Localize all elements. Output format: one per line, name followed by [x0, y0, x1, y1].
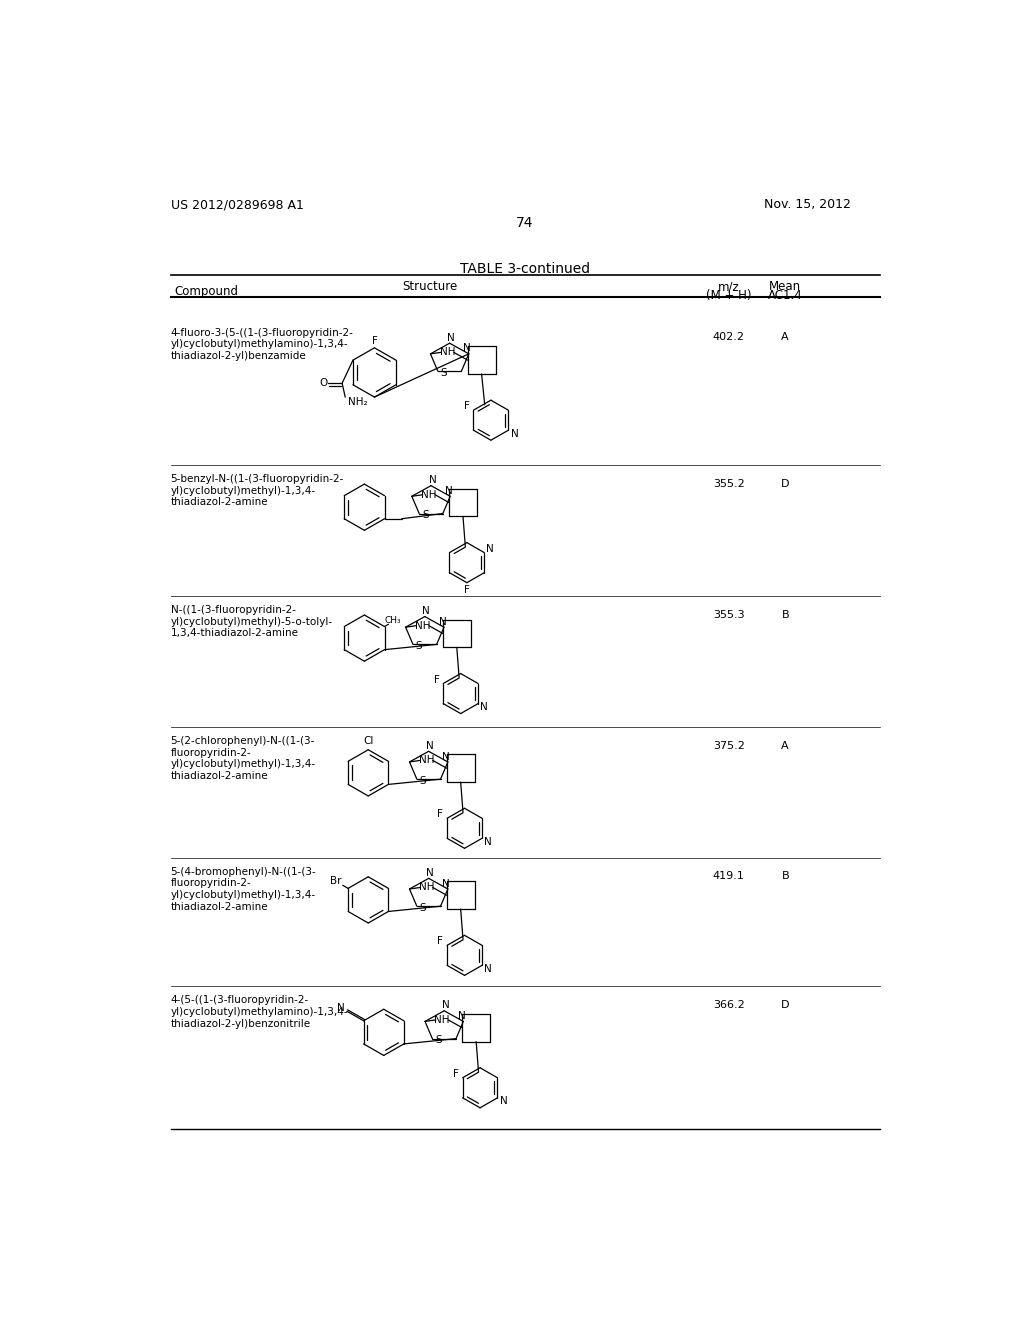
Text: NH₂: NH₂ — [348, 397, 368, 407]
Text: F: F — [437, 809, 443, 820]
Text: F: F — [464, 401, 470, 412]
Text: N: N — [438, 616, 446, 627]
Text: NH: NH — [415, 620, 430, 631]
Text: 355.2: 355.2 — [713, 479, 744, 488]
Text: S: S — [435, 1035, 441, 1045]
Text: N: N — [423, 606, 430, 616]
Text: N-((1-(3-fluoropyridin-2-
yl)cyclobutyl)methyl)-5-o-tolyl-
1,3,4-thiadiazol-2-am: N-((1-(3-fluoropyridin-2- yl)cyclobutyl)… — [171, 605, 333, 638]
Text: 74: 74 — [516, 216, 534, 230]
Text: AC1.4: AC1.4 — [768, 289, 803, 301]
Text: S: S — [440, 367, 447, 378]
Text: N: N — [442, 1001, 450, 1010]
Text: 5-(4-bromophenyl)-N-((1-(3-
fluoropyridin-2-
yl)cyclobutyl)methyl)-1,3,4-
thiadi: 5-(4-bromophenyl)-N-((1-(3- fluoropyridi… — [171, 867, 316, 912]
Text: N: N — [442, 751, 451, 762]
Text: NH: NH — [434, 1015, 450, 1024]
Text: N: N — [447, 333, 455, 343]
Text: Nov. 15, 2012: Nov. 15, 2012 — [764, 198, 850, 211]
Text: D: D — [781, 1001, 790, 1010]
Text: B: B — [781, 871, 790, 882]
Text: 419.1: 419.1 — [713, 871, 744, 882]
Text: NH: NH — [439, 347, 456, 358]
Text: m/z: m/z — [718, 280, 739, 293]
Text: NH: NH — [419, 755, 434, 766]
Text: N: N — [426, 869, 434, 878]
Text: A: A — [781, 741, 790, 751]
Text: N: N — [442, 879, 451, 888]
Text: B: B — [781, 610, 790, 619]
Text: N: N — [426, 741, 434, 751]
Text: N: N — [429, 475, 436, 486]
Text: 5-benzyl-N-((1-(3-fluoropyridin-2-
yl)cyclobutyl)methyl)-1,3,4-
thiadiazol-2-ami: 5-benzyl-N-((1-(3-fluoropyridin-2- yl)cy… — [171, 474, 344, 507]
Text: F: F — [464, 585, 470, 595]
Text: A: A — [781, 333, 790, 342]
Text: 5-(2-chlorophenyl)-N-((1-(3-
fluoropyridin-2-
yl)cyclobutyl)methyl)-1,3,4-
thiad: 5-(2-chlorophenyl)-N-((1-(3- fluoropyrid… — [171, 737, 315, 780]
Text: D: D — [781, 479, 790, 488]
Text: 402.2: 402.2 — [713, 333, 744, 342]
Text: N: N — [484, 837, 492, 846]
Text: N: N — [444, 486, 453, 496]
Text: 355.3: 355.3 — [713, 610, 744, 619]
Text: N: N — [500, 1097, 508, 1106]
Text: O: O — [319, 379, 328, 388]
Text: Br: Br — [331, 876, 342, 887]
Text: F: F — [437, 936, 443, 946]
Text: US 2012/0289698 A1: US 2012/0289698 A1 — [171, 198, 303, 211]
Text: N: N — [480, 702, 488, 711]
Text: NH: NH — [419, 883, 434, 892]
Text: F: F — [372, 335, 378, 346]
Text: (M + H): (M + H) — [706, 289, 752, 301]
Text: Compound: Compound — [174, 285, 239, 298]
Text: 4-(5-((1-(3-fluoropyridin-2-
yl)cyclobutyl)methylamino)-1,3,4-
thiadiazol-2-yl)b: 4-(5-((1-(3-fluoropyridin-2- yl)cyclobut… — [171, 995, 348, 1028]
Text: Mean: Mean — [769, 280, 801, 293]
Text: N: N — [484, 964, 492, 974]
Text: N: N — [464, 343, 471, 354]
Text: S: S — [416, 642, 423, 651]
Text: S: S — [420, 903, 426, 912]
Text: 375.2: 375.2 — [713, 741, 744, 751]
Text: NH: NH — [421, 490, 436, 500]
Text: 4-fluoro-3-(5-((1-(3-fluoropyridin-2-
yl)cyclobutyl)methylamino)-1,3,4-
thiadiaz: 4-fluoro-3-(5-((1-(3-fluoropyridin-2- yl… — [171, 327, 353, 360]
Text: F: F — [433, 675, 439, 685]
Text: N: N — [486, 544, 495, 554]
Text: N: N — [337, 1003, 345, 1012]
Text: N: N — [511, 429, 518, 438]
Text: F: F — [453, 1069, 459, 1078]
Text: TABLE 3-continued: TABLE 3-continued — [460, 263, 590, 276]
Text: Structure: Structure — [402, 280, 458, 293]
Text: 366.2: 366.2 — [713, 1001, 744, 1010]
Text: CH₃: CH₃ — [384, 616, 400, 624]
Text: Cl: Cl — [364, 735, 374, 746]
Text: S: S — [420, 776, 426, 785]
Text: N: N — [458, 1011, 466, 1022]
Text: S: S — [422, 510, 429, 520]
